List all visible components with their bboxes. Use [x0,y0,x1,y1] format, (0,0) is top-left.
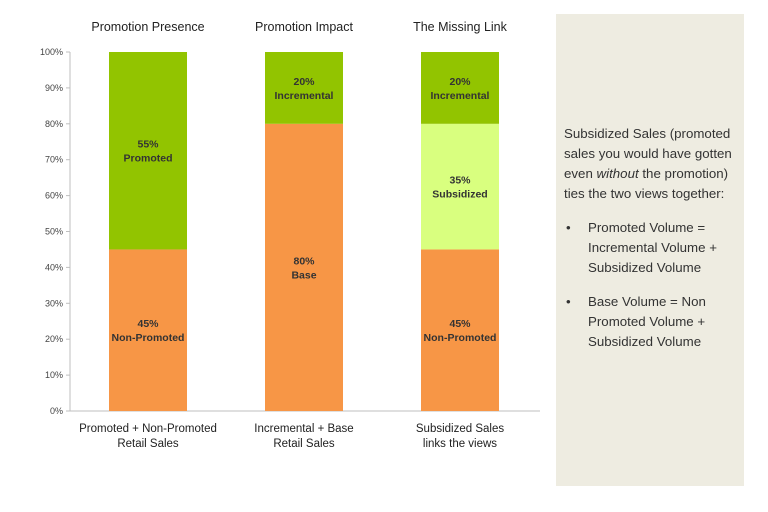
bar-segment [109,249,187,411]
segment-name-label: Incremental [275,90,334,102]
segment-value-label: 55% [137,139,159,151]
bar-title: Promotion Presence [91,20,204,34]
category-label: Promoted + Non-Promoted [79,423,217,435]
intro-emphasis: without [596,166,639,181]
segment-name-label: Non-Promoted [112,332,185,344]
y-tick-label: 80% [45,119,63,129]
y-tick-label: 100% [40,47,63,57]
y-tick-label: 70% [45,155,63,165]
y-tick-label: 50% [45,227,63,237]
bullet-text: Base Volume = Non Promoted Volume + Subs… [588,294,706,349]
segment-value-label: 80% [293,255,315,267]
intro-text-end: the promotion) ties the two views togeth… [564,166,729,201]
category-label: Retail Sales [117,438,179,450]
segment-name-label: Base [291,269,316,281]
bar-segment [421,249,499,411]
segment-value-label: 20% [449,76,471,88]
bullet-icon: • [566,294,571,309]
segment-value-label: 35% [449,175,471,187]
explanation-list: • Promoted Volume = Incremental Volume + … [564,218,734,352]
explanation-panel: Subsidized Sales (promoted sales you wou… [556,14,744,486]
segment-value-label: 45% [137,318,159,330]
explanation-bullet: • Promoted Volume = Incremental Volume + … [564,218,734,278]
bullet-icon: • [566,220,571,235]
bar-segment [265,123,343,412]
segment-value-label: 45% [449,318,471,330]
bar-segment [265,52,343,124]
bullet-text: Promoted Volume = Incremental Volume + S… [588,220,717,275]
y-tick-label: 10% [45,370,63,380]
y-tick-label: 60% [45,191,63,201]
y-tick-label: 0% [50,406,63,416]
segment-name-label: Promoted [123,153,172,165]
bar-segment [109,52,187,250]
y-tick-label: 40% [45,262,63,272]
explanation-bullet: • Base Volume = Non Promoted Volume + Sub… [564,292,734,352]
category-label: Retail Sales [273,438,335,450]
segment-name-label: Subsidized [432,189,487,201]
intro-text-start: Subsidized Sales (promoted sales you wou… [564,126,732,181]
y-tick-label: 30% [45,298,63,308]
bar-title: Promotion Impact [255,20,353,34]
bar-segment [421,52,499,124]
y-tick-label: 90% [45,83,63,93]
segment-name-label: Non-Promoted [424,332,497,344]
category-label: links the views [423,438,497,450]
y-tick-label: 20% [45,334,63,344]
bar-segment [421,123,499,250]
bar-title: The Missing Link [413,20,508,34]
explanation-intro: Subsidized Sales (promoted sales you wou… [564,124,734,204]
segment-name-label: Incremental [431,90,490,102]
category-label: Incremental + Base [254,423,353,435]
segment-value-label: 20% [293,76,315,88]
category-label: Subsidized Sales [416,423,504,435]
stacked-bar-chart: 0% 10% 20% 30% 40% 50% 60% 70% 80% 90% 100% Promoti… [40,20,540,450]
